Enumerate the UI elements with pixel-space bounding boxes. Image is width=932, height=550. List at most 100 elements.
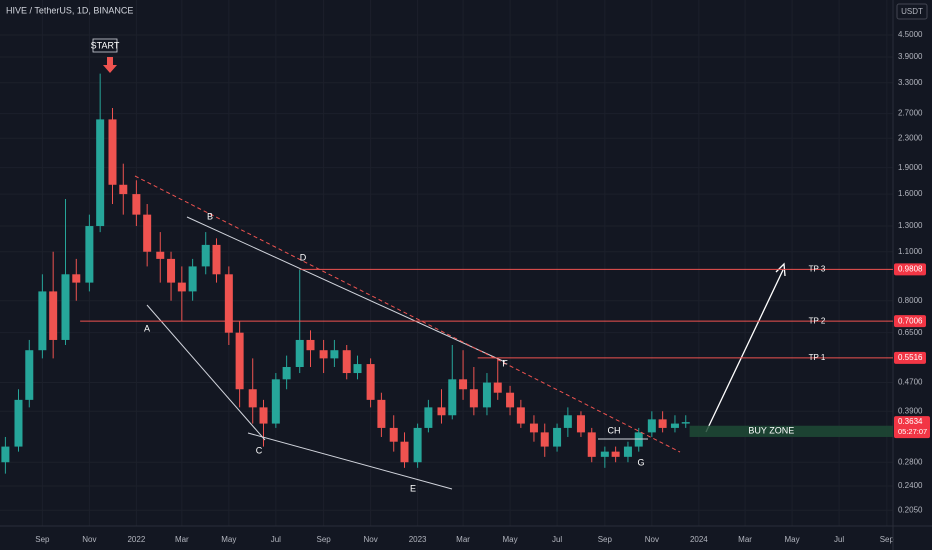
candle-body [108, 119, 117, 185]
candle-body [623, 446, 632, 457]
candle-body [1, 446, 10, 463]
y-tick-label: 2.3000 [898, 133, 923, 142]
candle-body [177, 282, 186, 292]
candle-body [681, 422, 690, 424]
candle-body [366, 364, 375, 400]
y-tick-label: 0.6500 [898, 328, 923, 337]
y-tick-label: 0.4700 [898, 378, 923, 387]
candle-body [167, 258, 176, 283]
x-tick-label: 2023 [409, 535, 427, 544]
y-tick-label: 3.3000 [898, 78, 923, 87]
x-tick-label: Sep [35, 535, 50, 544]
price-tag [894, 351, 926, 364]
point-label: F [502, 358, 508, 368]
candle-body [553, 427, 562, 447]
candle-body [282, 367, 291, 380]
drawings [92, 38, 786, 490]
point-label: G [637, 457, 644, 467]
y-tick-label: 0.3900 [898, 406, 923, 415]
candle-body [143, 214, 152, 252]
trendline [186, 216, 506, 363]
x-tick-label: Sep [598, 535, 613, 544]
candle-body [459, 379, 468, 390]
start-arrow [103, 57, 117, 73]
x-tick-label: Sep [316, 535, 331, 544]
candle-body [389, 427, 398, 442]
y-tick-label: 0.2050 [898, 505, 923, 514]
x-tick-label: Jul [271, 535, 281, 544]
last-price-tag [894, 416, 930, 439]
candle-body [670, 423, 679, 428]
x-tick-label: Mar [456, 535, 470, 544]
arrow [705, 269, 784, 433]
x-tick-label: 2022 [127, 535, 145, 544]
point-label: C [256, 445, 263, 455]
y-tick-label: 0.8000 [898, 296, 923, 305]
target-label: TP 3 [809, 264, 826, 273]
candle-body [424, 407, 433, 428]
candle-body [563, 415, 572, 428]
candle-body [353, 364, 362, 374]
candle-body [188, 266, 197, 292]
candle-body [72, 274, 81, 283]
candle-body [212, 244, 221, 275]
candle-body [319, 350, 328, 359]
candle-body [295, 339, 304, 368]
price-tag [894, 315, 926, 328]
candle-body [38, 291, 47, 351]
x-tick-label: Jul [834, 535, 844, 544]
trendline [146, 304, 266, 441]
target-label: TP 1 [809, 353, 826, 362]
candle-body [469, 389, 478, 408]
y-tick-label: 0.2400 [898, 481, 923, 490]
candle-body [49, 291, 58, 340]
candle-body [448, 379, 457, 416]
candle-body [529, 423, 538, 433]
y-tick-label: 1.9000 [898, 163, 923, 172]
candle-body [25, 350, 34, 400]
candle-body [437, 407, 446, 416]
candle-body [493, 382, 502, 393]
point-label: B [207, 211, 213, 221]
candle-body [306, 339, 315, 351]
candle-body [506, 392, 515, 408]
candle-body [587, 432, 596, 457]
chart-title: HIVE / TetherUS, 1D, BINANCE [6, 5, 133, 15]
buy-zone [689, 425, 893, 437]
x-tick-label: Mar [738, 535, 752, 544]
point-label: A [144, 323, 150, 333]
trendline [247, 432, 453, 490]
candle-body [482, 382, 491, 408]
x-tick-label: May [503, 535, 518, 544]
x-tick-label: Sep [880, 535, 895, 544]
target-label: TP 2 [809, 316, 826, 325]
price-tag-label: 0.9808 [898, 264, 923, 273]
last-price: 0.3634 [898, 417, 923, 426]
candle-body [377, 399, 386, 428]
candle-body [248, 389, 257, 408]
candle-body [85, 226, 94, 283]
candle-body [400, 441, 409, 463]
x-tick-label: Nov [82, 535, 96, 544]
candle-body [271, 379, 280, 424]
y-tick-label: 1.1000 [898, 247, 923, 256]
currency: USDT [901, 7, 923, 16]
candle-body [647, 419, 656, 433]
candle-body [516, 407, 525, 424]
candle-body [259, 407, 268, 424]
price-tag-label: 0.5516 [898, 353, 923, 362]
start-box [92, 38, 118, 53]
candle-body [235, 332, 244, 390]
start-label: START [91, 40, 120, 50]
candle-body [156, 251, 165, 259]
candle-body [658, 419, 667, 428]
candle-body [342, 350, 351, 374]
y-tick-label: 1.6000 [898, 189, 923, 198]
x-tick-label: Mar [175, 535, 189, 544]
y-tick-label: 3.9000 [898, 52, 923, 61]
x-tick-label: May [221, 535, 236, 544]
candle-body [132, 194, 141, 215]
candle-body [330, 350, 339, 359]
x-tick-label: Nov [363, 535, 377, 544]
